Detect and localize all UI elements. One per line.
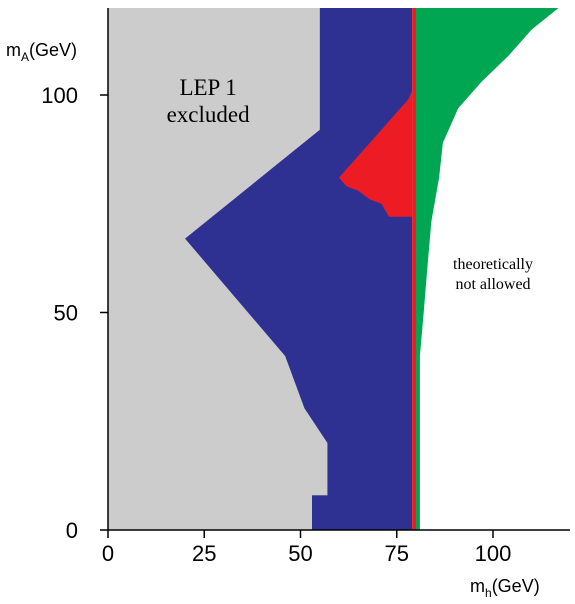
- x-tick-label: 0: [102, 541, 114, 566]
- x-tick-label: 25: [192, 541, 216, 566]
- y-tick-label: 100: [41, 83, 78, 108]
- region-red_line: [412, 8, 416, 530]
- ticks: 0 25 50 75 100 0 50 100: [41, 83, 511, 566]
- y-tick-label: 0: [66, 518, 78, 543]
- annotation-line: not allowed: [455, 276, 530, 293]
- x-tick-label: 75: [385, 541, 409, 566]
- y-tick-label: 50: [54, 301, 78, 326]
- annotation-line: theoretically: [453, 256, 533, 273]
- annotation-theory: theoretically not allowed: [453, 256, 533, 293]
- x-tick-label: 100: [475, 541, 512, 566]
- region-red_band_upper: [339, 90, 413, 217]
- exclusion-regions: [108, 8, 559, 530]
- annotation-line: LEP 1: [179, 75, 236, 100]
- annotation-lep1: LEP 1 excluded: [167, 75, 251, 127]
- y-axis-label: mA(GeV): [6, 40, 77, 64]
- region-excluded_blue: [185, 8, 413, 530]
- region-annotations: LEP 1 excluded theoretically not allowed: [167, 75, 533, 293]
- x-tick-label: 50: [288, 541, 312, 566]
- annotation-line: excluded: [167, 102, 251, 127]
- x-axis-label: mh(GeV): [470, 576, 540, 600]
- region-green_band: [416, 8, 559, 530]
- region-lep1: [108, 8, 328, 530]
